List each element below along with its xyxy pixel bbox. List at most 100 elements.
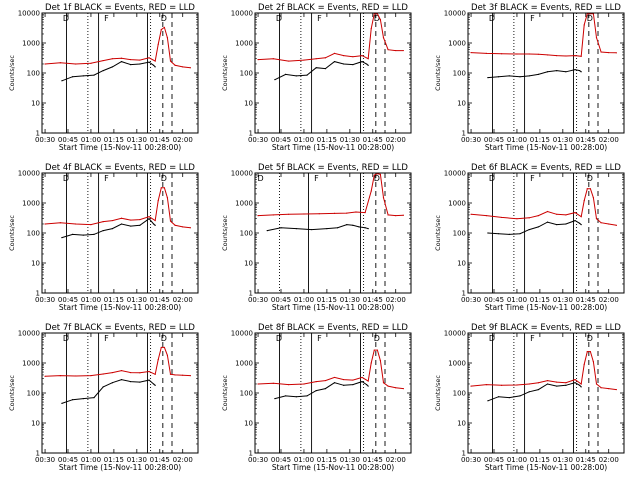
data-point <box>169 60 172 62</box>
data-point <box>163 346 165 349</box>
data-point <box>111 382 113 384</box>
data-point <box>153 383 155 385</box>
series-group <box>470 13 617 79</box>
data-point <box>154 219 156 222</box>
y-tick-label: 10000 <box>231 330 253 338</box>
y-tick-label: 100 <box>453 230 466 238</box>
marker-flag: D <box>63 334 69 343</box>
y-tick-label: 1 <box>462 450 466 458</box>
data-point <box>516 218 518 220</box>
data-point <box>600 387 602 389</box>
data-point <box>274 398 276 400</box>
data-point <box>295 75 297 77</box>
series-group <box>257 173 404 232</box>
series-events-line <box>487 220 582 235</box>
data-point <box>580 383 582 385</box>
y-tick-label: 1 <box>36 450 40 458</box>
x-axis-label: Start Time (15-Nov-11 00:28:00) <box>485 463 607 472</box>
data-point <box>82 75 84 77</box>
data-point <box>130 64 132 66</box>
data-point <box>153 223 155 225</box>
detector-panel-1: Det 1f BLACK = Events, RED = LLD 1 10 100 10… <box>8 3 199 152</box>
data-point <box>324 379 326 382</box>
data-point <box>90 62 92 64</box>
data-point <box>166 37 169 39</box>
marker-flag: D <box>587 334 593 343</box>
x-tick-label: 01:45 <box>363 136 383 144</box>
data-point <box>310 228 313 231</box>
y-tick-label: 1 <box>249 130 253 138</box>
data-point <box>333 382 336 384</box>
y-tick-label: 1 <box>462 290 466 298</box>
data-point <box>574 211 576 214</box>
y-tick-label: 10000 <box>444 330 466 338</box>
data-point <box>333 60 336 63</box>
marker-flag: F <box>530 334 535 343</box>
marker-lines <box>66 13 173 133</box>
data-point <box>364 227 366 229</box>
y-tick-label: 100 <box>453 390 466 398</box>
data-point <box>130 371 132 374</box>
data-point <box>333 376 336 379</box>
data-point <box>306 395 308 397</box>
data-point <box>82 234 84 236</box>
data-point <box>139 381 141 383</box>
data-point <box>306 74 308 76</box>
y-tick-label: 10000 <box>18 170 40 178</box>
data-point <box>139 218 141 221</box>
data-point <box>487 232 489 234</box>
data-point <box>157 43 159 45</box>
data-point <box>343 384 345 386</box>
data-point <box>139 59 141 61</box>
data-point <box>315 390 317 392</box>
data-point <box>154 373 156 375</box>
panel-title: Det 8f BLACK = Events, RED = LLD <box>258 323 408 333</box>
data-point <box>402 388 404 390</box>
data-point <box>574 55 576 57</box>
y-tick-label: 1 <box>462 130 466 138</box>
y-tick-label: 10 <box>31 260 40 268</box>
data-point <box>130 58 132 61</box>
data-point <box>546 383 549 385</box>
data-point <box>120 369 123 372</box>
data-point <box>361 376 363 379</box>
data-point <box>303 213 305 215</box>
data-point <box>508 75 510 77</box>
data-point <box>288 213 290 215</box>
data-point <box>343 63 345 65</box>
data-point <box>182 374 184 376</box>
data-point <box>71 76 74 78</box>
data-point <box>565 55 567 57</box>
detector-panel-3: Det 3f BLACK = Events, RED = LLD 1 10 100 10… <box>434 3 625 152</box>
data-point <box>174 224 176 226</box>
data-point <box>163 187 165 189</box>
panel-title: Det 5f BLACK = Events, RED = LLD <box>258 163 408 173</box>
y-tick-label: 10000 <box>444 170 466 178</box>
data-point <box>367 385 369 387</box>
data-point <box>595 37 598 39</box>
x-tick-label: 02:00 <box>386 136 406 144</box>
series-group <box>257 349 404 400</box>
y-tick-label: 10000 <box>231 10 253 18</box>
data-point <box>565 214 567 216</box>
marker-flag: D <box>63 14 69 23</box>
data-point <box>367 380 369 382</box>
data-point <box>364 211 366 214</box>
marker-flag: D <box>374 334 380 343</box>
marker-lines <box>66 333 173 453</box>
data-point <box>288 60 290 62</box>
data-point <box>102 373 104 375</box>
data-point <box>120 378 123 381</box>
y-axis-label: Counts/sec <box>221 375 229 411</box>
data-point <box>537 73 539 75</box>
data-point <box>402 49 404 52</box>
x-tick-label: 00:30 <box>35 136 55 144</box>
marker-flag: D <box>587 174 593 183</box>
data-point <box>546 71 549 73</box>
data-point <box>367 64 369 66</box>
data-point <box>102 230 104 232</box>
data-point <box>537 388 539 391</box>
data-point <box>272 382 274 384</box>
x-tick-label: 02:00 <box>173 296 193 304</box>
data-point <box>75 63 77 65</box>
